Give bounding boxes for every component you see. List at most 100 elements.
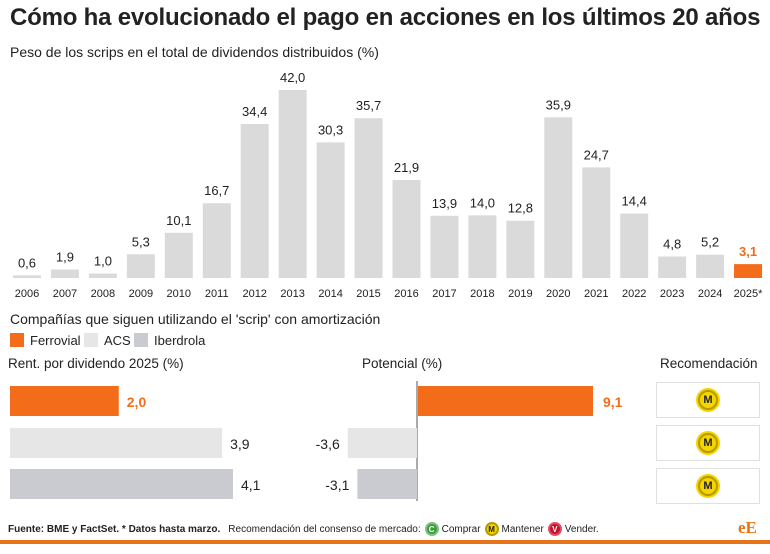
legend-label-acs: ACS	[104, 332, 131, 348]
consensus-label: Recomendación del consenso de mercado:	[228, 523, 421, 535]
legend-label-iberdrola: Iberdrola	[154, 332, 206, 348]
value-label: 13,9	[432, 196, 457, 211]
potential-header: Potencial (%)	[362, 356, 443, 371]
value-label: 42,0	[280, 70, 305, 85]
legend-swatch-ferrovial	[10, 333, 24, 347]
value-label: 0,6	[18, 255, 36, 270]
hold-label: Mantener	[501, 523, 544, 535]
value-label: 10,1	[166, 213, 191, 228]
bar-2021	[582, 167, 611, 278]
bar-2023	[658, 256, 687, 278]
year-bars: 0,6 2006 1,9 2007 1,0 2008 5,3 2009 10,1 2010 16,7…	[13, 70, 763, 300]
bar-2010	[164, 232, 193, 278]
value-label: 35,9	[546, 97, 571, 112]
bar-2019	[506, 220, 535, 278]
value-label: 1,0	[94, 254, 112, 269]
bar-2014	[316, 142, 345, 278]
value-label: 35,7	[356, 98, 381, 113]
sell-icon: V	[547, 522, 562, 536]
bar-2009	[126, 254, 155, 278]
x-tick-label: 2018	[470, 288, 494, 300]
value-label: 30,3	[318, 122, 343, 137]
hold-icon: M	[484, 522, 499, 536]
legend-item-iberdrola: Iberdrola	[134, 332, 206, 348]
bar-2006	[13, 275, 41, 278]
recommendation-acs: M	[656, 425, 760, 461]
buy-label: Comprar	[441, 523, 481, 535]
potential-value-label: -3,6	[316, 436, 340, 452]
yield-header: Rent. por dividendo 2025 (%)	[8, 356, 184, 371]
potential-value-label: -3,1	[325, 477, 349, 493]
x-tick-label: 2019	[508, 288, 532, 300]
hold-icon: M	[698, 476, 718, 496]
x-tick-label: 2010	[167, 288, 191, 300]
value-label: 12,8	[508, 201, 533, 216]
recommendation-ferrovial: M	[656, 382, 760, 418]
x-tick-label: 2023	[660, 288, 684, 300]
x-tick-label: 2006	[15, 288, 39, 300]
value-label: 34,4	[242, 104, 267, 119]
x-tick-label: 2017	[432, 288, 456, 300]
bar-2024	[696, 254, 725, 278]
x-tick-label: 2025*	[734, 288, 763, 300]
value-label: 1,9	[56, 249, 74, 264]
value-label: 5,3	[132, 234, 150, 249]
value-label: 14,4	[622, 194, 647, 209]
page-title: Cómo ha evolucionado el pago en acciones…	[10, 4, 761, 31]
x-tick-label: 2011	[205, 288, 229, 300]
bar-2025*	[734, 264, 763, 278]
bar-2016	[392, 179, 421, 278]
hold-icon: M	[698, 433, 718, 453]
company-bar-chart: 2,0 3,9 4,1 9,1 -3,6 -3,1	[10, 381, 623, 501]
legend-label-ferrovial: Ferrovial	[30, 332, 81, 348]
potential-bar-ferrovial	[418, 386, 593, 416]
bar-2018	[468, 215, 497, 278]
recommendation-iberdrola: M	[656, 468, 760, 504]
legend-swatch-iberdrola	[134, 333, 148, 347]
yield-value-label: 2,0	[127, 394, 147, 410]
sell-label: Vender.	[564, 523, 599, 535]
year-bar-chart: 0,6 2006 1,9 2007 1,0 2008 5,3 2009 10,1 2010 16,7…	[13, 70, 763, 300]
legend-swatch-acs	[84, 333, 98, 347]
x-tick-label: 2021	[584, 288, 608, 300]
value-label: 14,0	[470, 195, 495, 210]
hold-icon: M	[698, 390, 718, 410]
legend-item-acs: ACS	[84, 332, 131, 348]
x-tick-label: 2007	[53, 288, 77, 300]
value-label: 5,2	[701, 235, 719, 250]
yield-bar-iberdrola	[10, 469, 233, 499]
x-tick-label: 2020	[546, 288, 570, 300]
brand-logo: eE	[738, 518, 757, 537]
value-label: 16,7	[204, 183, 229, 198]
x-tick-label: 2014	[318, 288, 342, 300]
bar-2011	[202, 203, 231, 278]
bar-2013	[278, 90, 307, 278]
section-title: Compañías que siguen utilizando el 'scri…	[10, 311, 381, 327]
x-tick-label: 2024	[698, 288, 722, 300]
legend-item-ferrovial: Ferrovial	[10, 332, 81, 348]
value-label: 3,1	[739, 244, 757, 259]
x-tick-label: 2013	[280, 288, 304, 300]
yield-bar-ferrovial	[10, 386, 119, 416]
source-note: Fuente: BME y FactSet. * Datos hasta mar…	[8, 523, 221, 535]
bar-2012	[240, 124, 269, 279]
yield-value-label: 3,9	[230, 436, 250, 452]
x-tick-label: 2015	[356, 288, 380, 300]
chart-subtitle: Peso de los scrips en el total de divide…	[10, 44, 379, 60]
bottom-rule	[0, 540, 770, 544]
x-tick-label: 2016	[394, 288, 418, 300]
potential-bar-iberdrola	[357, 469, 417, 499]
x-tick-label: 2009	[129, 288, 153, 300]
buy-icon: C	[424, 522, 439, 536]
bar-2022	[620, 213, 649, 278]
value-label: 21,9	[394, 160, 419, 175]
bar-2015	[354, 118, 383, 278]
yield-bar-acs	[10, 428, 223, 458]
x-tick-label: 2012	[242, 288, 266, 300]
yield-value-label: 4,1	[241, 477, 261, 493]
company-bars: 2,0 3,9 4,1 9,1 -3,6 -3,1	[10, 381, 623, 501]
x-tick-label: 2022	[622, 288, 646, 300]
value-label: 24,7	[584, 147, 609, 162]
bar-2007	[50, 269, 79, 278]
recommendation-header: Recomendación	[660, 356, 758, 371]
